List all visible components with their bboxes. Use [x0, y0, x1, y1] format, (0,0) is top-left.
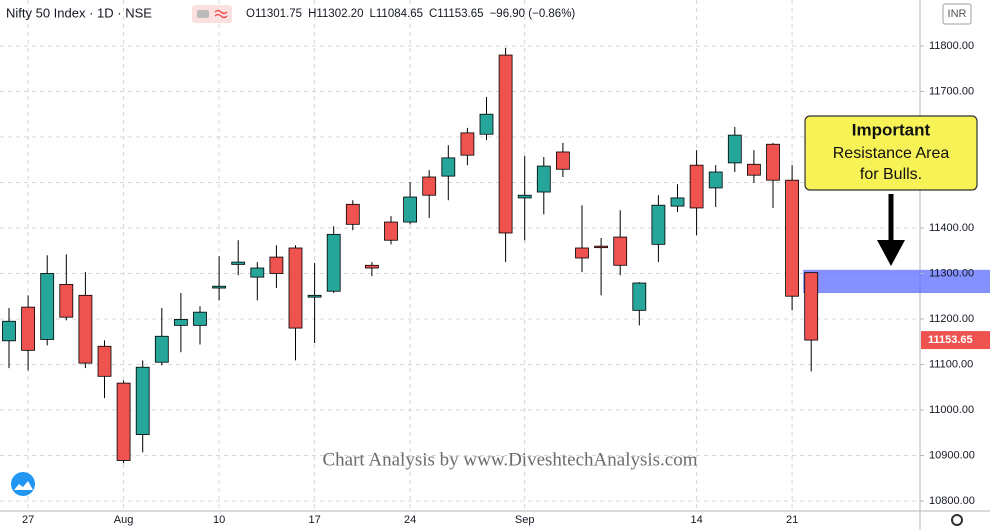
compare-badge[interactable] [192, 5, 232, 23]
y-tick-label: 10900.00 [929, 449, 975, 461]
candle-body [250, 267, 265, 278]
candle-body [2, 320, 16, 342]
annotation-heading: Important [852, 120, 931, 139]
y-tick-label: 11700.00 [929, 85, 974, 97]
y-tick-label: 11000.00 [929, 404, 974, 416]
candle-body [479, 113, 494, 135]
candle-body [651, 204, 666, 245]
candle-body [173, 319, 188, 326]
x-tick-label: 21 [786, 514, 798, 526]
candle-body [785, 179, 799, 297]
symbol-title: Nifty 50 Index · 1D · NSE [6, 5, 152, 20]
candle-body [212, 285, 227, 289]
candle-body [632, 282, 647, 311]
y-tick-label: 11400.00 [929, 222, 974, 234]
annotation-line: Resistance Area [833, 145, 950, 162]
annotation-line: for Bulls. [860, 166, 922, 183]
ohlc-item: O11301.75 [246, 8, 302, 20]
candle-body [498, 54, 513, 234]
candle-body [97, 345, 112, 377]
candle-body [269, 256, 284, 274]
candle-body [21, 306, 36, 351]
x-tick-label: Sep [515, 514, 535, 526]
candle-body [804, 272, 819, 341]
settings-icon[interactable] [951, 514, 963, 526]
gear [951, 514, 963, 526]
candle-body [116, 382, 131, 461]
label-layer: 10800.00 10900.00 11000.00 11100.00 11200.00… [22, 40, 990, 526]
logo [11, 472, 35, 496]
candle-body [422, 176, 437, 196]
last-price-label: 11153.65 [928, 334, 973, 346]
grid-layer [0, 0, 920, 511]
currency-box[interactable] [942, 3, 972, 25]
candle-body [193, 311, 207, 326]
candle-body [460, 132, 475, 156]
badge-icon [197, 10, 209, 18]
candle-body [556, 151, 570, 170]
logo-circle [11, 472, 35, 496]
y-tick-label: 11800.00 [929, 40, 974, 52]
candle-body [403, 196, 418, 223]
x-tick-label: 24 [404, 514, 416, 526]
badge-wave [214, 9, 228, 19]
last-price-tag [921, 331, 990, 350]
watermark: Chart Analysis by www.DiveshtechAnalysis… [322, 449, 697, 470]
y-tick-label: 11300.00 [929, 267, 974, 279]
candle-body [575, 247, 589, 259]
candle-body [689, 164, 704, 209]
candle-body [766, 143, 780, 181]
ohlc-item: L11084.65 [369, 8, 423, 20]
resistance-zone [803, 269, 990, 294]
candle-body [536, 165, 551, 193]
x-tick-label: Aug [114, 514, 134, 526]
candle-body [364, 264, 379, 269]
candle-body [154, 335, 169, 363]
zone-layer [803, 269, 990, 294]
candle-body [59, 283, 74, 318]
candle-body [441, 157, 456, 177]
x-tick-label: 14 [690, 514, 702, 526]
candle-layer [2, 47, 819, 464]
logo-mark [14, 481, 33, 490]
x-tick-label: 27 [22, 514, 34, 526]
candle-body [307, 294, 322, 298]
candle-body [708, 171, 723, 189]
x-tick-label: 10 [213, 514, 225, 526]
annotation-arrow-head [877, 240, 905, 266]
ohlc-row: O11301.75 H11302.20 L11084.65 C11153.65 −96.… [246, 8, 575, 20]
candle-body [78, 294, 93, 364]
candle-body [613, 236, 628, 266]
candle-body [345, 203, 360, 225]
annotation-box [804, 115, 978, 191]
candle-body [747, 163, 761, 176]
candle-body [517, 194, 532, 199]
candle-body [670, 197, 685, 207]
candle-body [384, 221, 398, 241]
candle-body [231, 261, 246, 265]
candle-body [135, 366, 150, 435]
y-tick-label: 11200.00 [929, 313, 974, 325]
x-tick-label: 17 [308, 514, 320, 526]
candle-body [288, 247, 303, 329]
candle-body [594, 245, 608, 249]
ohlc-item: C11153.65 [429, 8, 484, 20]
candle-body [727, 134, 742, 164]
y-tick-label: 10800.00 [929, 495, 975, 507]
y-tick-label: 11100.00 [929, 358, 973, 370]
ohlc-item: −96.90 (−0.86%) [490, 8, 576, 20]
currency: INR [948, 8, 967, 20]
ohlc-item: H11302.20 [308, 8, 363, 20]
candle-body [326, 233, 341, 292]
candle-body [40, 273, 55, 340]
